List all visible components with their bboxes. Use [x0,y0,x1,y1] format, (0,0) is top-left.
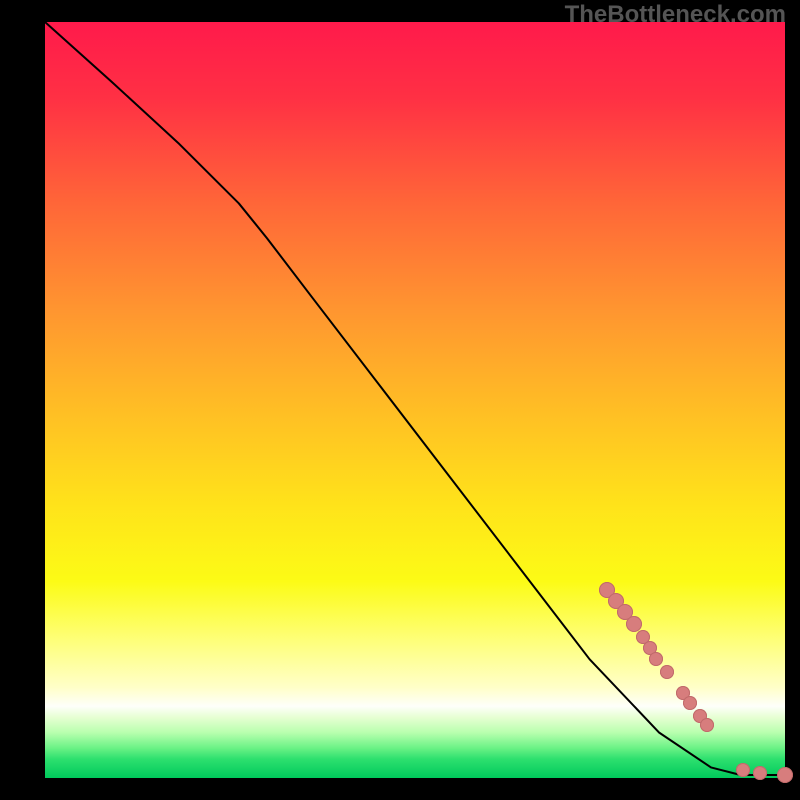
data-marker [626,616,642,632]
data-marker [660,665,674,679]
plot-area [45,22,785,778]
chart-stage: TheBottleneck.com [0,0,800,800]
data-marker [700,718,714,732]
watermark-text: TheBottleneck.com [565,1,786,29]
data-marker [753,766,767,780]
data-marker [736,763,750,777]
curve-layer [45,22,785,778]
data-marker [649,652,663,666]
bottleneck-curve [45,22,785,775]
data-marker [777,767,793,783]
data-marker [683,696,697,710]
